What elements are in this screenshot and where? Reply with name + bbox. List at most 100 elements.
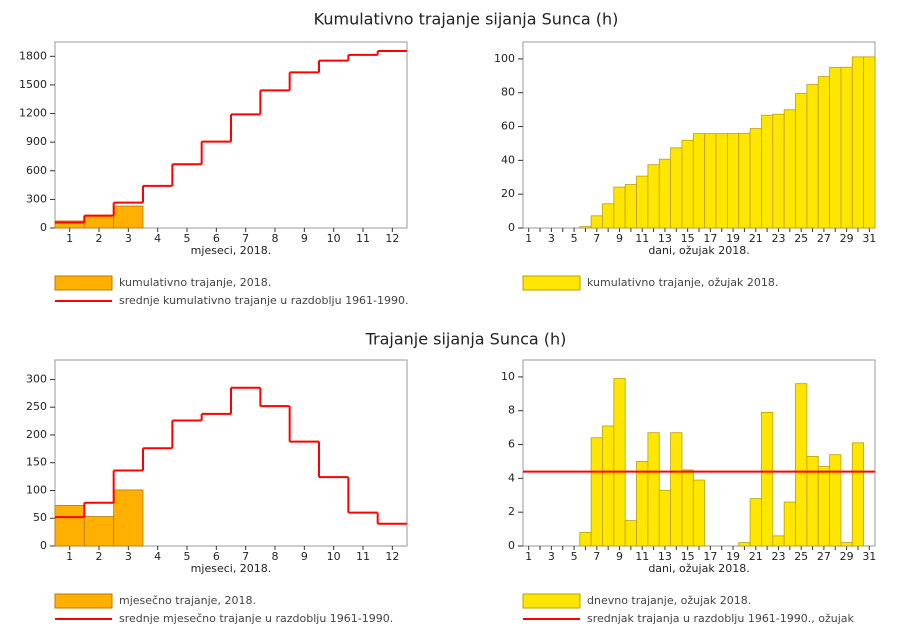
x-axis-label: dani, ožujak 2018. xyxy=(648,244,749,257)
bar xyxy=(681,469,694,547)
bar xyxy=(636,461,649,547)
bar xyxy=(579,226,592,229)
bar xyxy=(772,535,785,547)
bar xyxy=(829,454,842,547)
x-tick-label: 1 xyxy=(66,232,73,245)
x-tick-label: 31 xyxy=(862,232,876,245)
y-tick-label: 10 xyxy=(501,370,515,383)
x-tick-label: 9 xyxy=(616,232,623,245)
section-title: Kumulativno trajanje sijanja Sunca (h) xyxy=(314,10,619,29)
bar xyxy=(749,498,762,547)
x-tick-label: 3 xyxy=(548,232,555,245)
x-tick-label: 21 xyxy=(749,550,763,563)
legend-swatch xyxy=(54,275,113,291)
legend-label: dnevno trajanje, ožujak 2018. xyxy=(587,594,751,607)
bar xyxy=(704,133,717,229)
y-tick-label: 8 xyxy=(508,404,515,417)
y-tick-label: 100 xyxy=(494,52,515,65)
bar xyxy=(829,67,842,229)
y-tick-label: 0 xyxy=(508,539,515,552)
x-tick-label: 23 xyxy=(771,550,785,563)
x-tick-label: 9 xyxy=(616,550,623,563)
bar xyxy=(749,128,762,229)
bar xyxy=(647,164,660,229)
bar xyxy=(726,133,740,229)
legend-label: srednjak trajanja u razdoblju 1961-1990.… xyxy=(587,612,855,625)
x-tick-label: 11 xyxy=(356,550,370,563)
bar xyxy=(795,93,808,229)
x-tick-label: 5 xyxy=(184,232,191,245)
x-tick-label: 11 xyxy=(635,232,649,245)
x-tick-label: 17 xyxy=(703,232,717,245)
bar xyxy=(761,412,774,547)
bar xyxy=(613,378,626,547)
x-tick-label: 6 xyxy=(213,232,220,245)
y-tick-label: 100 xyxy=(26,483,47,496)
bar xyxy=(624,184,637,229)
x-tick-label: 13 xyxy=(658,232,672,245)
y-tick-label: 300 xyxy=(26,192,47,205)
y-tick-label: 300 xyxy=(26,372,47,385)
y-tick-label: 0 xyxy=(508,221,515,234)
legend-label: kumulativno trajanje, 2018. xyxy=(119,276,271,289)
x-tick-label: 29 xyxy=(840,550,854,563)
x-tick-label: 29 xyxy=(840,232,854,245)
bar xyxy=(579,532,592,547)
bar xyxy=(647,432,660,547)
x-tick-label: 8 xyxy=(272,232,279,245)
bar xyxy=(602,203,615,229)
y-tick-label: 4 xyxy=(508,471,515,484)
y-tick-label: 50 xyxy=(33,511,47,524)
legend-swatch xyxy=(522,275,581,291)
y-tick-label: 1800 xyxy=(19,49,47,62)
x-tick-label: 7 xyxy=(593,232,600,245)
bar xyxy=(806,84,819,229)
bar xyxy=(113,205,144,229)
bar xyxy=(783,109,796,229)
x-tick-label: 7 xyxy=(242,232,249,245)
bar xyxy=(83,516,115,547)
legend-label: kumulativno trajanje, ožujak 2018. xyxy=(587,276,778,289)
x-tick-label: 12 xyxy=(385,550,399,563)
x-tick-label: 1 xyxy=(525,232,532,245)
legend-swatch xyxy=(522,593,581,609)
bar xyxy=(772,113,785,229)
x-tick-label: 2 xyxy=(96,550,103,563)
bar xyxy=(681,139,694,229)
x-tick-label: 13 xyxy=(658,550,672,563)
x-tick-label: 21 xyxy=(749,232,763,245)
bar xyxy=(670,432,683,547)
bar xyxy=(602,425,615,547)
x-tick-label: 2 xyxy=(96,232,103,245)
x-tick-label: 11 xyxy=(635,550,649,563)
x-tick-label: 5 xyxy=(571,550,578,563)
x-tick-label: 10 xyxy=(327,232,341,245)
x-tick-label: 3 xyxy=(548,550,555,563)
bar xyxy=(863,56,876,229)
bar xyxy=(54,505,85,547)
x-tick-label: 17 xyxy=(703,550,717,563)
x-tick-label: 31 xyxy=(862,550,876,563)
x-tick-label: 11 xyxy=(356,232,370,245)
bar xyxy=(670,147,683,229)
x-tick-label: 23 xyxy=(771,232,785,245)
y-tick-label: 80 xyxy=(501,86,515,99)
x-tick-label: 4 xyxy=(154,550,161,563)
bar xyxy=(692,133,706,229)
bar xyxy=(590,215,603,229)
x-tick-label: 8 xyxy=(272,550,279,563)
legend-label: srednje mjesečno trajanje u razdoblju 19… xyxy=(119,612,393,625)
bar xyxy=(113,489,144,547)
bar xyxy=(840,542,853,547)
x-tick-label: 1 xyxy=(525,550,532,563)
y-tick-label: 150 xyxy=(26,456,47,469)
bar xyxy=(806,455,819,547)
x-tick-label: 5 xyxy=(571,232,578,245)
y-tick-label: 600 xyxy=(26,164,47,177)
y-tick-label: 20 xyxy=(501,187,515,200)
bar xyxy=(624,520,637,547)
bar xyxy=(613,186,626,229)
bar xyxy=(738,542,751,547)
bar xyxy=(851,56,865,229)
y-tick-label: 1500 xyxy=(19,78,47,91)
